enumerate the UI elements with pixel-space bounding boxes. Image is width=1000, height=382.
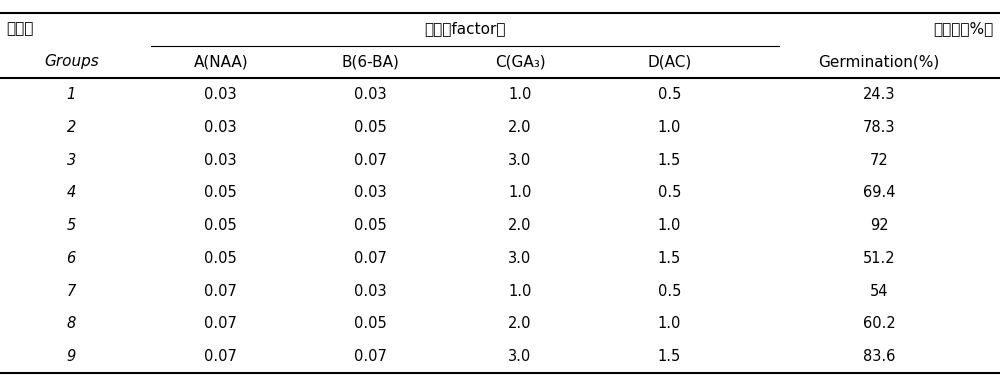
Text: 78.3: 78.3 [863,120,895,135]
Text: 0.03: 0.03 [204,87,237,102]
Text: 54: 54 [870,284,888,299]
Text: 2.0: 2.0 [508,218,532,233]
Text: 0.5: 0.5 [658,284,681,299]
Text: A(NAA): A(NAA) [193,54,248,70]
Text: 69.4: 69.4 [863,185,895,201]
Text: 0.07: 0.07 [354,153,387,168]
Text: 3: 3 [67,153,76,168]
Text: 83.6: 83.6 [863,349,895,364]
Text: C(GA₃): C(GA₃) [495,54,545,70]
Text: 0.03: 0.03 [354,87,387,102]
Text: 1.0: 1.0 [658,120,681,135]
Text: 1.5: 1.5 [658,153,681,168]
Text: 0.05: 0.05 [204,218,237,233]
Text: 9: 9 [67,349,76,364]
Text: 72: 72 [870,153,888,168]
Text: 0.5: 0.5 [658,87,681,102]
Text: 3.0: 3.0 [508,251,532,266]
Text: D(AC): D(AC) [647,54,692,70]
Text: B(6-BA): B(6-BA) [341,54,399,70]
Text: 0.05: 0.05 [354,120,387,135]
Text: 0.03: 0.03 [204,153,237,168]
Text: 1.0: 1.0 [508,185,532,201]
Text: 2: 2 [67,120,76,135]
Text: 0.05: 0.05 [354,316,387,332]
Text: Germination(%): Germination(%) [818,54,940,70]
Text: 0.07: 0.07 [204,316,237,332]
Text: 1.5: 1.5 [658,251,681,266]
Text: 0.07: 0.07 [354,349,387,364]
Text: 1.0: 1.0 [508,284,532,299]
Text: 实验组: 实验组 [6,22,34,37]
Text: 0.03: 0.03 [354,284,387,299]
Text: 因素（factor）: 因素（factor） [424,22,506,37]
Text: 0.07: 0.07 [204,284,237,299]
Text: 8: 8 [67,316,76,332]
Text: Groups: Groups [44,54,99,70]
Text: 0.07: 0.07 [204,349,237,364]
Text: 0.05: 0.05 [204,185,237,201]
Text: 0.03: 0.03 [354,185,387,201]
Text: 6: 6 [67,251,76,266]
Text: 0.05: 0.05 [354,218,387,233]
Text: 0.05: 0.05 [204,251,237,266]
Text: 24.3: 24.3 [863,87,895,102]
Text: 1.5: 1.5 [658,349,681,364]
Text: 5: 5 [67,218,76,233]
Text: 2.0: 2.0 [508,120,532,135]
Text: 1: 1 [67,87,76,102]
Text: 3.0: 3.0 [508,349,532,364]
Text: 0.5: 0.5 [658,185,681,201]
Text: 2.0: 2.0 [508,316,532,332]
Text: 60.2: 60.2 [863,316,895,332]
Text: 1.0: 1.0 [508,87,532,102]
Text: 3.0: 3.0 [508,153,532,168]
Text: 0.07: 0.07 [354,251,387,266]
Text: 1.0: 1.0 [658,316,681,332]
Text: 4: 4 [67,185,76,201]
Text: 51.2: 51.2 [863,251,895,266]
Text: 1.0: 1.0 [658,218,681,233]
Text: 0.03: 0.03 [204,120,237,135]
Text: 萌发率（%）: 萌发率（%） [933,22,994,37]
Text: 7: 7 [67,284,76,299]
Text: 92: 92 [870,218,888,233]
